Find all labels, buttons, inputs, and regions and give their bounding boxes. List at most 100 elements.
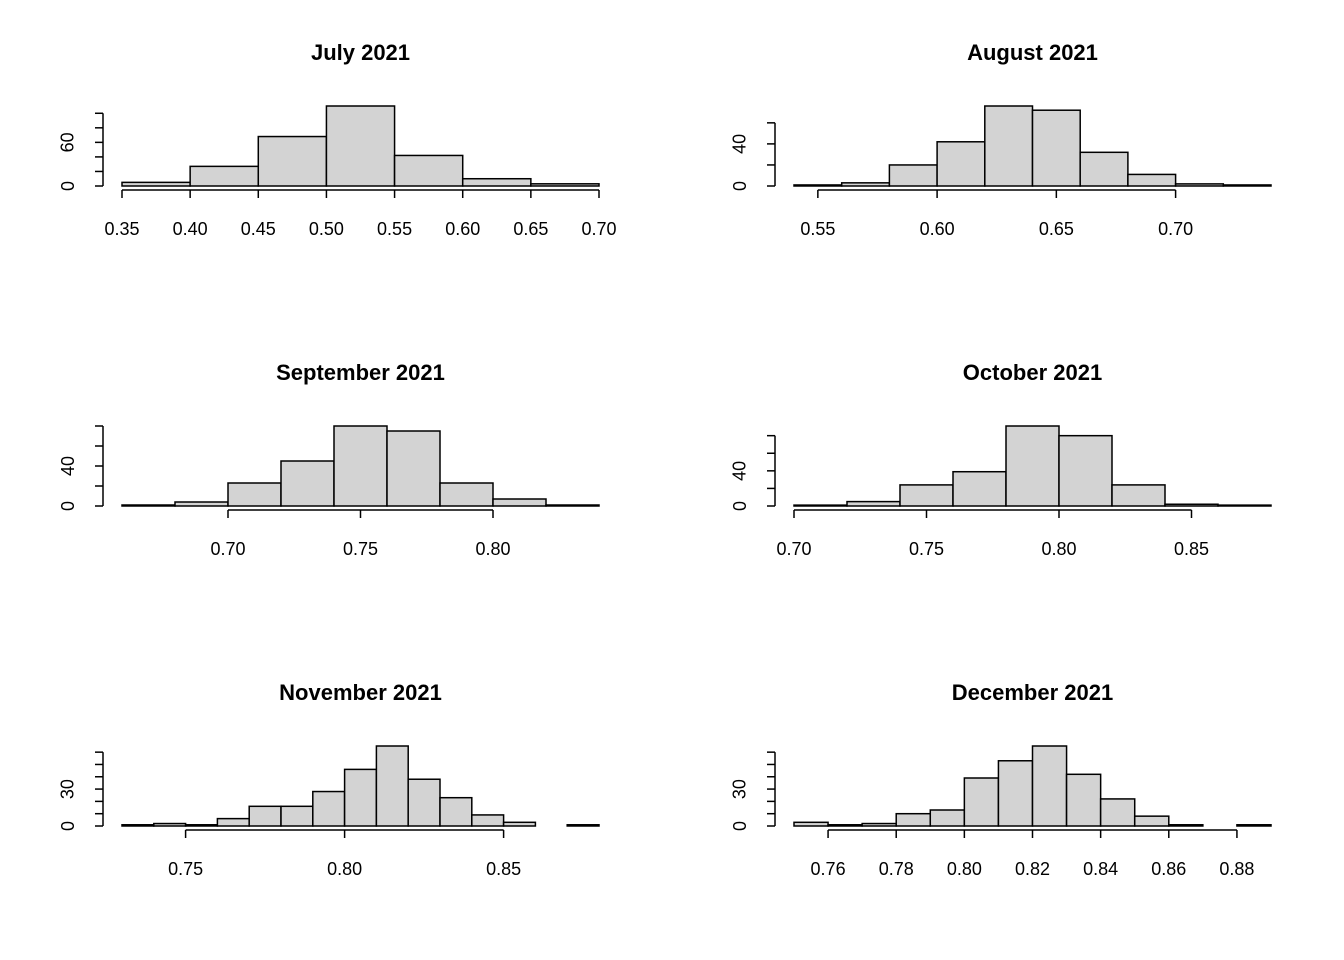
bar xyxy=(899,484,954,507)
bar xyxy=(174,501,229,507)
bar xyxy=(997,760,1034,827)
x-tick-label: 0.70 xyxy=(1158,219,1193,239)
bar xyxy=(471,814,505,827)
x-tick-label: 0.55 xyxy=(377,219,412,239)
x-tick-label: 0.60 xyxy=(445,219,480,239)
bar xyxy=(1236,824,1272,827)
bar xyxy=(936,141,986,187)
x-tick-label: 0.75 xyxy=(168,859,203,879)
bar xyxy=(888,164,938,187)
x-tick-label: 0.70 xyxy=(776,539,811,559)
bar xyxy=(502,821,537,827)
x-tick-label: 0.80 xyxy=(947,859,982,879)
x-tick-label: 0.75 xyxy=(909,539,944,559)
bar xyxy=(963,777,1000,827)
bar xyxy=(121,181,191,187)
y-tick-label: 40 xyxy=(730,134,750,154)
x-tick-label: 0.40 xyxy=(173,219,208,239)
bar xyxy=(1031,109,1081,187)
x-tick-label: 0.80 xyxy=(327,859,362,879)
y-tick-label: 0 xyxy=(58,821,78,831)
x-tick-label: 0.76 xyxy=(811,859,846,879)
bar xyxy=(1164,503,1219,507)
chart-title: September 2021 xyxy=(276,360,445,385)
bar xyxy=(952,470,1007,507)
bar xyxy=(545,504,600,507)
bar xyxy=(1099,798,1136,827)
bar xyxy=(216,817,250,827)
bar xyxy=(530,183,600,187)
x-tick-label: 0.60 xyxy=(920,219,955,239)
bar xyxy=(793,504,848,507)
bar xyxy=(257,135,328,187)
bar xyxy=(393,154,464,187)
x-tick-label: 0.80 xyxy=(475,539,510,559)
x-tick-label: 0.85 xyxy=(486,859,521,879)
chart-title: November 2021 xyxy=(279,680,442,705)
chart-title: July 2021 xyxy=(311,40,410,65)
x-tick-label: 0.65 xyxy=(513,219,548,239)
bar xyxy=(121,504,176,507)
bar xyxy=(1079,151,1129,187)
bar xyxy=(121,824,155,827)
x-tick-label: 0.85 xyxy=(1174,539,1209,559)
bar xyxy=(343,768,378,827)
bar xyxy=(846,500,901,507)
bar xyxy=(793,184,843,187)
y-tick-label: 0 xyxy=(58,181,78,191)
bar xyxy=(1111,484,1166,507)
bar xyxy=(227,482,282,507)
bar xyxy=(1222,184,1272,187)
x-tick-label: 0.84 xyxy=(1083,859,1118,879)
bar xyxy=(153,822,187,827)
bar xyxy=(1058,434,1113,507)
x-tick-label: 0.50 xyxy=(309,219,344,239)
bar xyxy=(1133,815,1170,827)
bar xyxy=(407,778,441,827)
x-tick-label: 0.55 xyxy=(800,219,835,239)
bar xyxy=(840,182,891,187)
bar xyxy=(1168,824,1204,827)
y-tick-label: 0 xyxy=(730,501,750,511)
bar xyxy=(861,822,897,827)
bar xyxy=(984,105,1034,187)
bar xyxy=(333,425,388,507)
x-tick-label: 0.45 xyxy=(241,219,276,239)
bar xyxy=(375,745,409,827)
x-tick-label: 0.82 xyxy=(1015,859,1050,879)
bar xyxy=(1005,425,1060,507)
bar xyxy=(895,812,932,827)
bar xyxy=(1065,773,1102,827)
bar xyxy=(386,430,441,507)
x-tick-label: 0.88 xyxy=(1219,859,1254,879)
chart-title: October 2021 xyxy=(963,360,1102,385)
y-tick-label: 40 xyxy=(58,456,78,476)
bar xyxy=(439,796,473,827)
bar xyxy=(1127,173,1177,187)
y-tick-label: 0 xyxy=(58,501,78,511)
y-tick-label: 30 xyxy=(730,779,750,799)
x-tick-label: 0.80 xyxy=(1041,539,1076,559)
x-tick-label: 0.70 xyxy=(210,539,245,559)
bar xyxy=(929,809,966,827)
bar xyxy=(280,460,335,507)
bar xyxy=(492,498,547,507)
bar xyxy=(1174,183,1225,187)
chart-title: December 2021 xyxy=(952,680,1113,705)
bar xyxy=(312,790,346,827)
bar xyxy=(827,824,863,827)
x-tick-label: 0.70 xyxy=(581,219,616,239)
x-tick-label: 0.35 xyxy=(104,219,139,239)
bar xyxy=(184,824,219,827)
x-tick-label: 0.75 xyxy=(343,539,378,559)
bar xyxy=(325,105,396,187)
y-tick-label: 40 xyxy=(730,461,750,481)
x-tick-label: 0.86 xyxy=(1151,859,1186,879)
y-tick-label: 0 xyxy=(730,181,750,191)
x-tick-label: 0.78 xyxy=(879,859,914,879)
bar xyxy=(793,821,829,827)
chart-title: August 2021 xyxy=(967,40,1098,65)
bar xyxy=(280,805,314,827)
bar xyxy=(566,824,600,827)
